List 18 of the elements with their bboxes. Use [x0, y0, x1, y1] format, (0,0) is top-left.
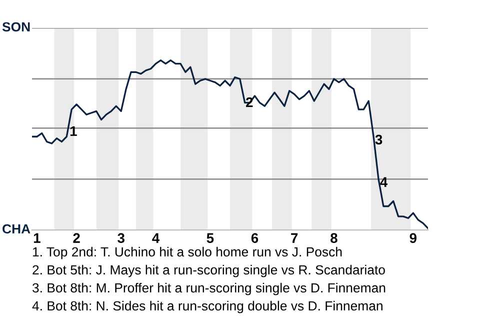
- text: CHA: [2, 224, 30, 234]
- text: 4. Bot 8th: N. Sides hit a run-scoring double vs D. Finneman: [32, 300, 382, 314]
- text: 1. Top 2nd: T. Uchino hit a solo home run vs J. Posch: [33, 246, 342, 260]
- x-tick-label: 6: [251, 233, 258, 243]
- x-tick-label: 8: [330, 233, 338, 243]
- annotation: 4: [380, 177, 388, 187]
- x-tick-label: 2: [73, 233, 80, 243]
- x-tick-label: 5: [206, 233, 214, 243]
- text: 3. Bot 8th: M. Proffer hit a run-scoring single vs D. Finneman: [32, 282, 386, 296]
- x-tick-label: 7: [291, 233, 298, 243]
- text: SON: [2, 22, 30, 32]
- text: 2. Bot 5th: J. Mays hit a run-scoring single vs R. Scandariato: [32, 264, 385, 278]
- annotation: 1: [70, 126, 77, 136]
- x-tick-label: 9: [410, 233, 416, 243]
- x-tick-label: 4: [152, 233, 160, 243]
- x-tick-label: 3: [118, 233, 124, 243]
- x-tick-label: 1: [34, 233, 40, 243]
- annotation: 3: [375, 134, 382, 145]
